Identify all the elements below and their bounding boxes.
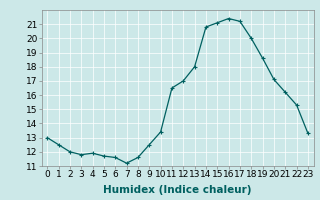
X-axis label: Humidex (Indice chaleur): Humidex (Indice chaleur): [103, 185, 252, 195]
